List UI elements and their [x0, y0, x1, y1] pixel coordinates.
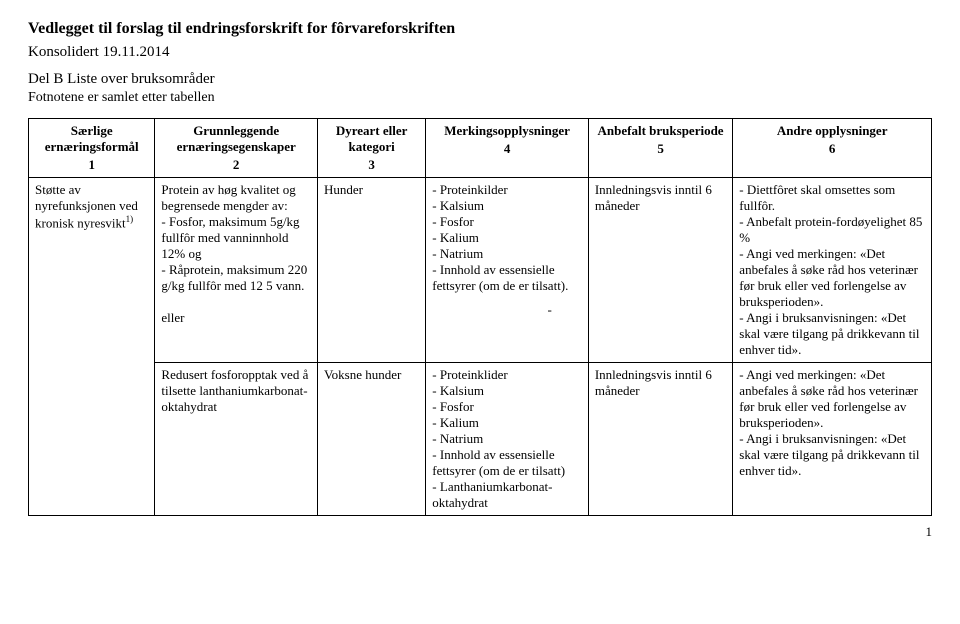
section-heading: Del B Liste over bruksområder [28, 71, 932, 88]
col-header-1: Særlige ernæringsformål 1 [29, 119, 155, 178]
cell-text: - Proteinklider - Kalsium - Fosfor - Kal… [432, 367, 565, 510]
col-header-label: Andre opplysninger [777, 123, 888, 138]
cell-text: Hunder [324, 182, 363, 197]
cell-text: - Angi ved merkingen: «Det anbefales å s… [739, 367, 919, 478]
col-header-num: 6 [739, 141, 925, 157]
cell-species: Hunder [317, 178, 425, 363]
col-header-num: 2 [161, 157, 311, 173]
cell-text: Redusert fosforopptak ved å tilsette lan… [161, 367, 308, 414]
page-title: Vedlegget til forslag til endringsforskr… [28, 20, 932, 38]
table-row: Støtte av nyrefunksjonen ved kronisk nyr… [29, 178, 932, 363]
col-header-3: Dyreart eller kategori 3 [317, 119, 425, 178]
cell-text: - Proteinkilder - Kalsium - Fosfor - Kal… [432, 182, 568, 293]
table-row: Redusert fosforopptak ved å tilsette lan… [29, 363, 932, 516]
data-table: Særlige ernæringsformål 1 Grunnleggende … [28, 118, 932, 516]
cell-text: Protein av høg kvalitet og begrensede me… [161, 182, 307, 325]
col-header-2: Grunnleggende ernæringsegenskaper 2 [155, 119, 318, 178]
cell-properties: Redusert fosforopptak ved å tilsette lan… [155, 363, 318, 516]
col-header-num: 5 [595, 141, 726, 157]
page-number: 1 [28, 524, 932, 540]
cell-labeling: - Proteinkilder - Kalsium - Fosfor - Kal… [426, 178, 589, 363]
cell-purpose: Støtte av nyrefunksjonen ved kronisk nyr… [29, 178, 155, 516]
cell-species: Voksne hunder [317, 363, 425, 516]
col-header-label: Merkingsopplysninger [444, 123, 570, 138]
cell-labeling: - Proteinklider - Kalsium - Fosfor - Kal… [426, 363, 589, 516]
col-header-num: 3 [324, 157, 419, 173]
cell-text: Innledningsvis inntil 6 måneder [595, 182, 712, 213]
cell-properties: Protein av høg kvalitet og begrensede me… [155, 178, 318, 363]
cell-text: - Diettfôret skal omsettes som fullfôr. … [739, 182, 922, 357]
cell-other: - Diettfôret skal omsettes som fullfôr. … [733, 178, 932, 363]
col-header-5: Anbefalt bruksperiode 5 [588, 119, 732, 178]
col-header-label: Anbefalt bruksperiode [598, 123, 724, 138]
cell-text: Innledningsvis inntil 6 måneder [595, 367, 712, 398]
footnote-ref: 1) [126, 214, 134, 224]
cell-extra-dash: - [432, 302, 582, 318]
cell-period: Innledningsvis inntil 6 måneder [588, 178, 732, 363]
col-header-4: Merkingsopplysninger 4 [426, 119, 589, 178]
col-header-num: 4 [432, 141, 582, 157]
col-header-num: 1 [35, 157, 148, 173]
col-header-6: Andre opplysninger 6 [733, 119, 932, 178]
cell-text: Støtte av nyrefunksjonen ved kronisk nyr… [35, 182, 138, 230]
cell-other: - Angi ved merkingen: «Det anbefales å s… [733, 363, 932, 516]
table-header-row: Særlige ernæringsformål 1 Grunnleggende … [29, 119, 932, 178]
footnote-line: Fotnotene er samlet etter tabellen [28, 90, 932, 106]
cell-period: Innledningsvis inntil 6 måneder [588, 363, 732, 516]
col-header-label: Grunnleggende ernæringsegenskaper [177, 123, 296, 154]
col-header-label: Dyreart eller kategori [336, 123, 408, 154]
col-header-label: Særlige ernæringsformål [45, 123, 139, 154]
cell-text: Voksne hunder [324, 367, 401, 382]
page-subtitle: Konsolidert 19.11.2014 [28, 44, 932, 61]
